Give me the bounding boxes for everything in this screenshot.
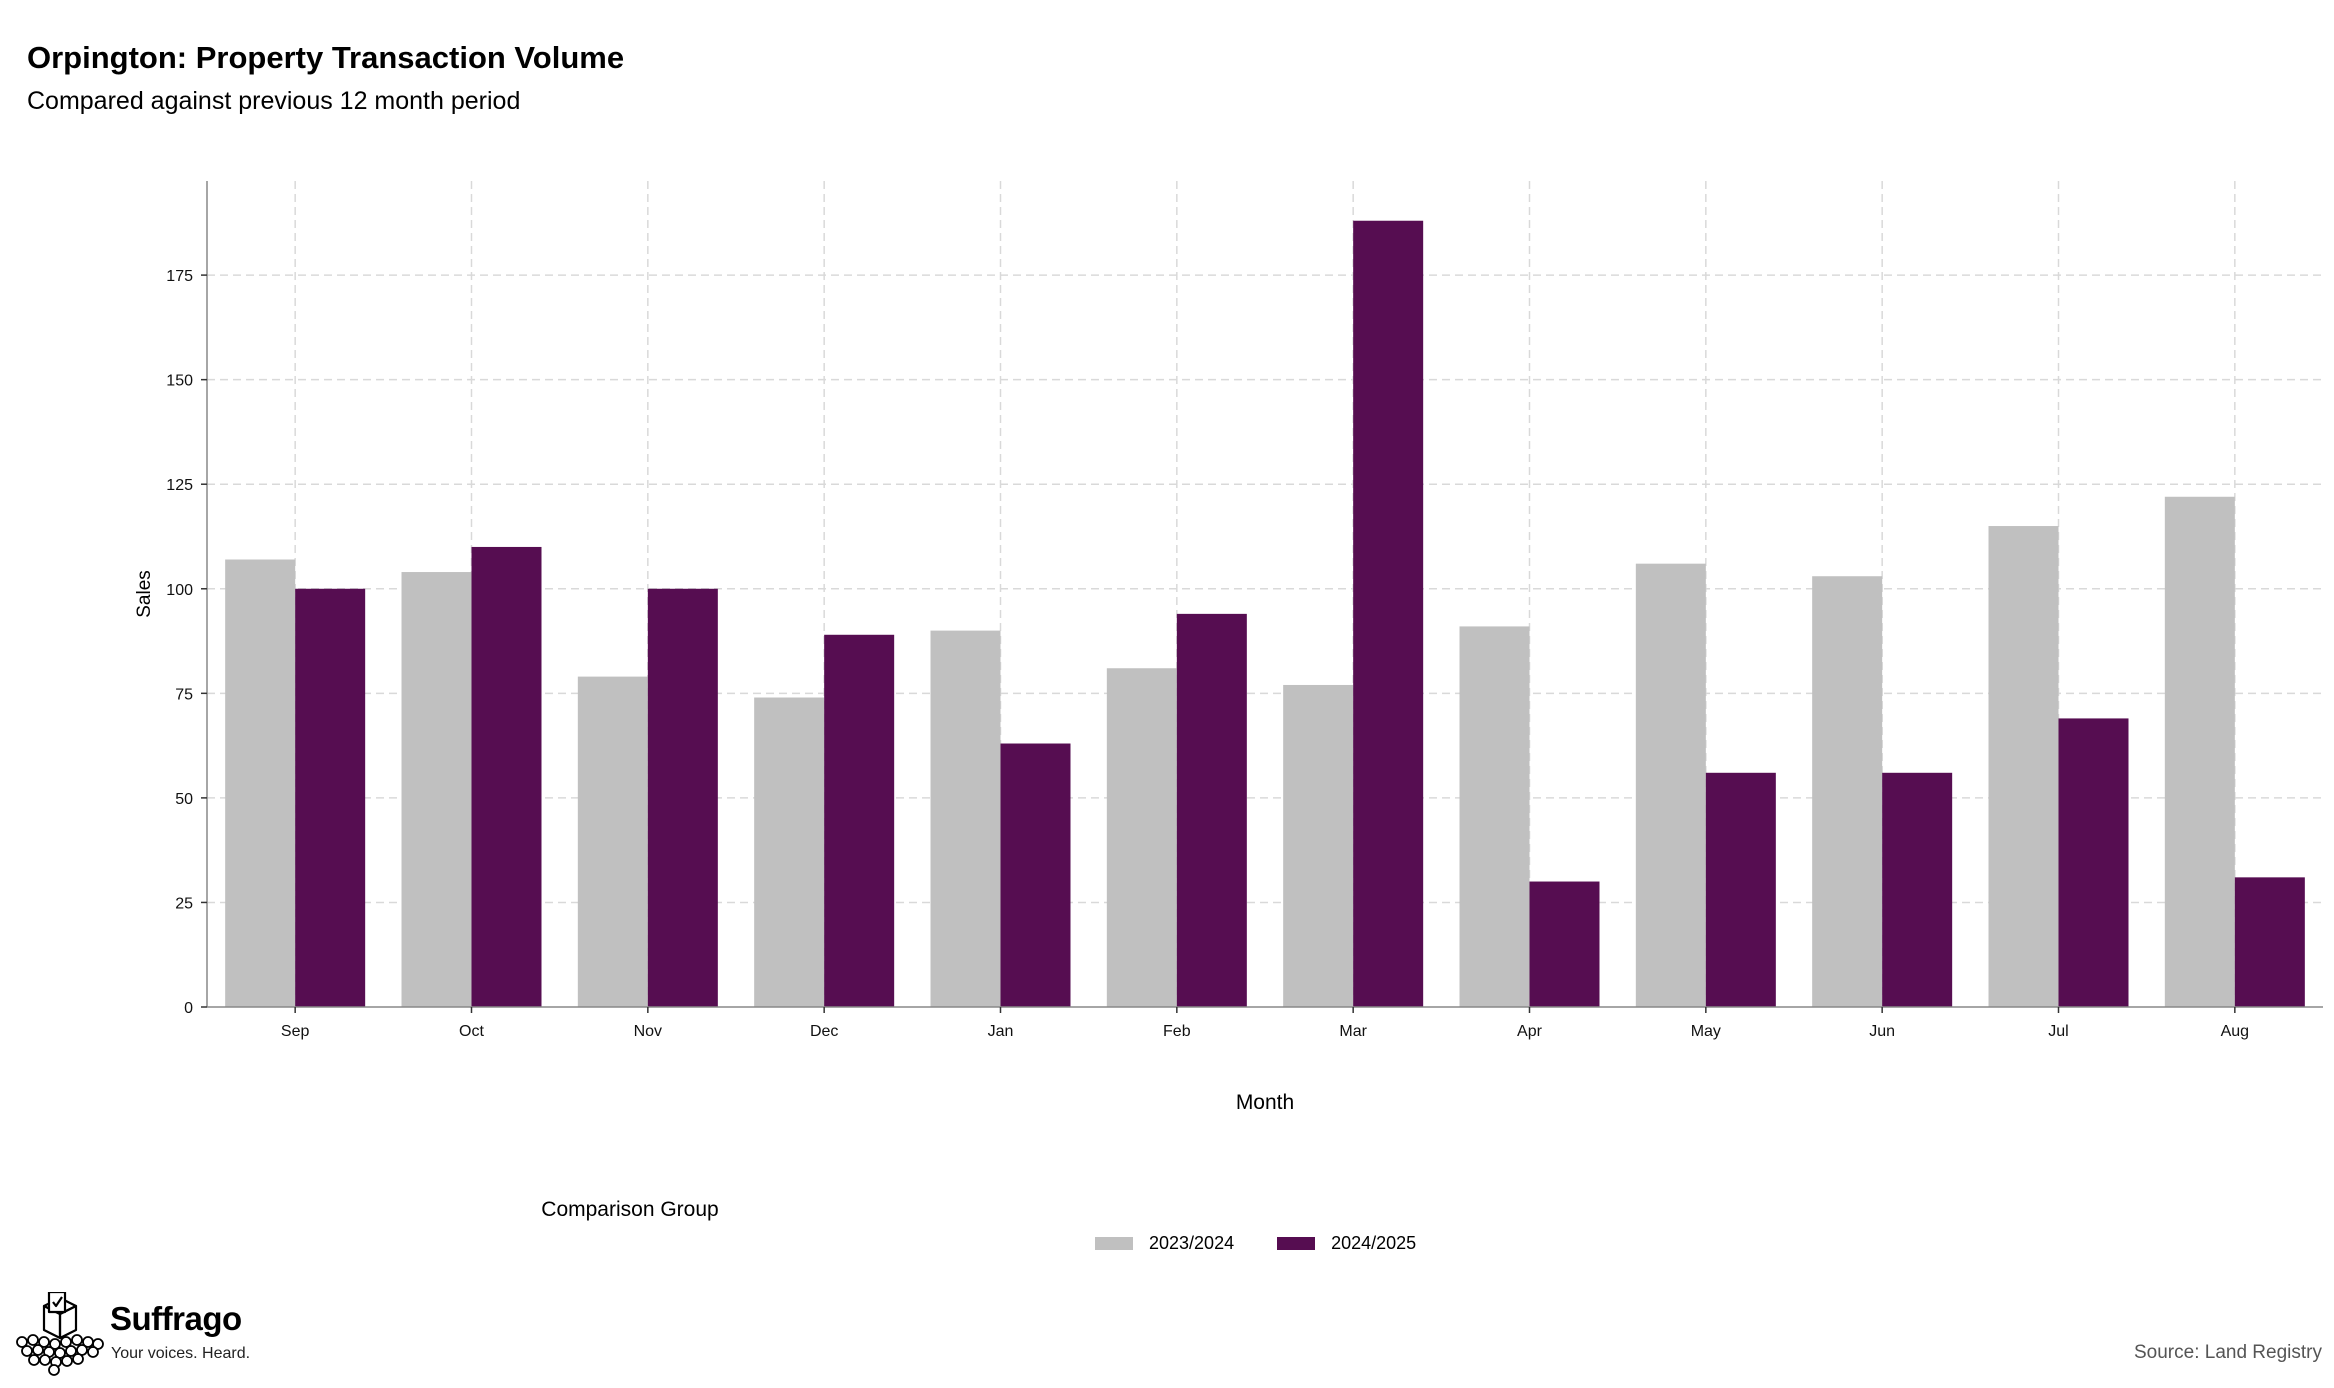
legend: Comparison Group 2023/2024 2024/2025: [0, 1198, 2334, 1253]
legend-items: 2023/2024 2024/2025: [1095, 1232, 1454, 1254]
bar-may-2024-2025: [1705, 772, 1776, 1007]
bar-oct-2023-2024: [401, 572, 472, 1007]
bar-jan-2023-2024: [930, 630, 1001, 1007]
legend-item-2024-2025: 2024/2025: [1277, 1232, 1416, 1254]
x-axis-title: Month: [1236, 1091, 1294, 1114]
legend-item-2023-2024: 2023/2024: [1095, 1232, 1234, 1254]
bar-dec-2023-2024: [754, 697, 825, 1007]
bar-nov-2023-2024: [577, 676, 648, 1007]
source-note: Source: Land Registry: [2134, 1342, 2322, 1363]
bar-jul-2023-2024: [1988, 526, 2059, 1007]
legend-swatch-2023-2024: [1095, 1237, 1133, 1251]
y-tick-label: 0: [184, 1000, 193, 1017]
chart-title: Orpington: Property Transaction Volume: [27, 40, 625, 75]
y-tick-label: 150: [166, 373, 193, 390]
chart-subtitle: Compared against previous 12 month perio…: [27, 87, 521, 115]
bar-may-2023-2024: [1635, 563, 1706, 1007]
bar-dec-2024-2025: [824, 634, 895, 1007]
bar-jun-2023-2024: [1812, 576, 1883, 1007]
x-tick-label: Oct: [459, 1023, 484, 1040]
legend-swatch-2024-2025: [1277, 1237, 1316, 1251]
y-tick-label: 175: [166, 268, 193, 285]
bar-jun-2024-2025: [1882, 772, 1953, 1007]
y-tick-label: 25: [175, 895, 193, 912]
x-tick-label: Nov: [634, 1023, 662, 1040]
y-tick-label: 50: [175, 791, 193, 808]
bar-jan-2024-2025: [1000, 743, 1071, 1007]
legend-title: Comparison Group: [541, 1198, 719, 1221]
x-tick-label: Mar: [1339, 1023, 1367, 1040]
x-tick-label: Jun: [1869, 1023, 1895, 1040]
legend-label-2024-2025: 2024/2025: [1331, 1233, 1417, 1254]
brand-name: Suffrago: [110, 1300, 242, 1337]
bar-nov-2024-2025: [647, 588, 718, 1007]
x-tick-label: Apr: [1517, 1023, 1543, 1040]
y-tick-label: 100: [166, 582, 193, 599]
suffrago-logo: Suffrago Your voices. Heard.: [14, 1290, 274, 1376]
x-tick-label: May: [1691, 1023, 1721, 1040]
x-tick-label: Sep: [281, 1023, 310, 1040]
x-tick-label: Dec: [810, 1023, 838, 1040]
bar-apr-2023-2024: [1459, 626, 1530, 1007]
ballot-box-icon: [16, 1290, 104, 1376]
bar-sep-2024-2025: [295, 588, 366, 1007]
bar-apr-2024-2025: [1529, 881, 1600, 1007]
bar-sep-2023-2024: [225, 559, 296, 1007]
bar-jul-2024-2025: [2058, 718, 2129, 1007]
y-tick-label: 125: [166, 477, 193, 494]
x-tick-label: Jul: [2048, 1023, 2068, 1040]
bar-feb-2023-2024: [1106, 668, 1177, 1007]
bar-mar-2023-2024: [1283, 684, 1354, 1007]
bar-oct-2024-2025: [471, 546, 542, 1007]
x-tick-label: Jan: [988, 1023, 1014, 1040]
legend-label-2023-2024: 2023/2024: [1149, 1233, 1235, 1254]
bar-feb-2024-2025: [1176, 613, 1247, 1007]
y-tick-label: 75: [175, 686, 193, 703]
bar-aug-2024-2025: [2234, 877, 2305, 1007]
y-axis-title: Sales: [134, 570, 155, 618]
bar-mar-2024-2025: [1353, 220, 1424, 1008]
x-tick-label: Aug: [2221, 1023, 2249, 1040]
x-tick-label: Feb: [1163, 1023, 1191, 1040]
bar-aug-2023-2024: [2164, 496, 2235, 1007]
brand-tagline: Your voices. Heard.: [111, 1345, 251, 1362]
